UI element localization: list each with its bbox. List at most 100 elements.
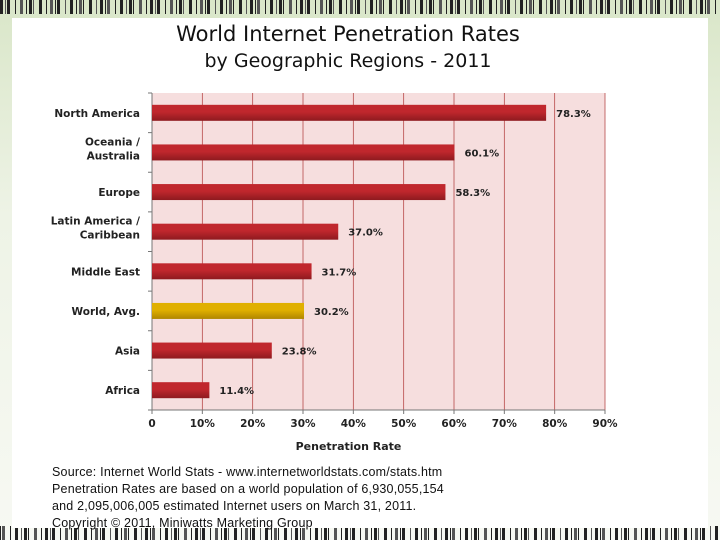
barcode-stripe: [565, 526, 568, 540]
barcode-stripe: [96, 0, 97, 14]
barcode-stripe: [65, 0, 66, 14]
barcode-stripe: [565, 0, 566, 14]
barcode-stripe: [60, 526, 61, 540]
barcode-stripe: [576, 0, 577, 14]
barcode-stripe: [271, 526, 272, 540]
barcode-stripe: [265, 526, 268, 540]
barcode-stripe: [645, 526, 648, 540]
barcode-stripe: [339, 0, 342, 14]
barcode-stripe: [184, 526, 187, 540]
barcode-stripe: [529, 0, 532, 14]
barcode-stripe: [379, 0, 382, 14]
barcode-stripe: [120, 0, 123, 14]
barcode-stripe: [552, 526, 555, 540]
barcode-stripe: [100, 526, 101, 540]
barcode-stripe: [428, 526, 429, 540]
barcode-stripe: [441, 526, 442, 540]
barcode-stripe: [426, 0, 427, 14]
barcode-stripe: [215, 0, 216, 14]
barcode-stripe: [270, 0, 273, 14]
barcode-stripe: [250, 0, 253, 14]
chart-title: World Internet Penetration Rates: [176, 22, 520, 46]
barcode-stripe: [26, 0, 27, 14]
barcode-stripe: [660, 526, 661, 540]
barcode-stripe: [533, 0, 534, 14]
barcode-stripe: [179, 0, 182, 14]
category-label: North America: [54, 108, 140, 120]
barcode-stripe: [205, 0, 206, 14]
barcode-stripe: [250, 526, 251, 540]
barcode-stripe: [370, 0, 373, 14]
barcode-stripe: [484, 526, 487, 540]
barcode-stripe: [145, 526, 148, 540]
barcode-stripe: [710, 526, 711, 540]
barcode-stripe: [476, 0, 477, 14]
barcode-stripe: [415, 526, 418, 540]
bar: [152, 382, 210, 399]
barcode-stripe: [446, 0, 447, 14]
bar-highlight: [152, 302, 305, 319]
barcode-stripe: [570, 0, 573, 14]
barcode-stripe: [391, 526, 392, 540]
barcode-stripe: [452, 526, 455, 540]
barcode-stripe: [595, 526, 598, 540]
barcode-stripe: [610, 526, 611, 540]
barcode-stripe: [410, 526, 411, 540]
barcode-stripe: [534, 526, 537, 540]
barcode-stripe: [579, 0, 582, 14]
barcode-stripe: [107, 0, 110, 14]
barcode-stripe: [95, 526, 98, 540]
barcode-stripe: [0, 0, 3, 14]
barcode-stripe: [357, 0, 360, 14]
barcode-stripe: [491, 526, 492, 540]
barcode-stripe: [165, 526, 168, 540]
barcode-stripe: [652, 526, 655, 540]
barcode-stripe: [550, 526, 551, 540]
barcode-stripe: [507, 0, 510, 14]
barcode-stripe: [50, 0, 53, 14]
barcode-stripe: [629, 0, 632, 14]
barcode-stripe: [78, 526, 79, 540]
barcode-stripe: [591, 526, 592, 540]
barcode-stripe: [70, 0, 73, 14]
x-tick-label: 40%: [341, 418, 367, 430]
source-line: Copyright © 2011, Miniwatts Marketing Gr…: [52, 516, 313, 530]
barcode-stripe: [620, 0, 623, 14]
barcode-stripe: [202, 526, 205, 540]
barcode-stripe: [300, 0, 303, 14]
bar: [152, 184, 446, 201]
barcode-stripe: [41, 526, 42, 540]
barcode-stripe: [24, 526, 27, 540]
barcode-stripe: [221, 526, 222, 540]
barcode-stripe: [255, 0, 256, 14]
barcode-stripe: [300, 526, 301, 540]
barcode-stripe: [360, 526, 361, 540]
barcode-stripe: [352, 526, 355, 540]
barcode-stripe: [171, 526, 172, 540]
barcode-stripe: [170, 0, 173, 14]
barcode-stripe: [383, 0, 384, 14]
barcode-stripe: [365, 526, 368, 540]
barcode-stripe: [524, 526, 527, 540]
barcode-stripe: [329, 0, 332, 14]
barcode-stripe: [146, 0, 147, 14]
barcode-stripe: [400, 526, 401, 540]
barcode-stripe: [100, 0, 103, 14]
barcode-stripe: [639, 0, 642, 14]
barcode-stripe: [674, 526, 677, 540]
barcode-stripe: [479, 0, 482, 14]
barcode-stripe: [200, 526, 201, 540]
barcode-stripe: [624, 526, 627, 540]
barcode-stripe: [115, 526, 118, 540]
source-line: Source: Internet World Stats - www.inter…: [52, 465, 443, 479]
barcode-stripe: [396, 0, 397, 14]
barcode-stripe: [321, 526, 322, 540]
barcode-stripe: [289, 0, 292, 14]
barcode-stripe: [200, 0, 203, 14]
barcode-stripe: [455, 0, 456, 14]
barcode-stripe: [445, 526, 448, 540]
x-tick-label: 20%: [240, 418, 266, 430]
barcode-stripe: [705, 0, 706, 14]
barcode-stripe: [541, 526, 542, 540]
category-label: Latin America /: [51, 216, 140, 228]
